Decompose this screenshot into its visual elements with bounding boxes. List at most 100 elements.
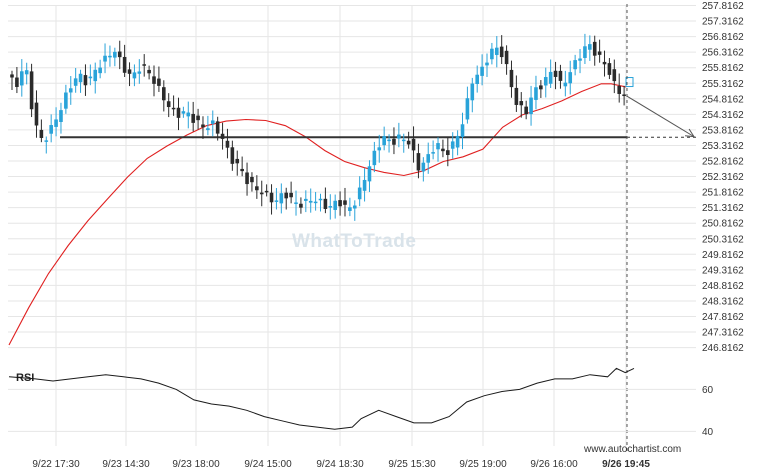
y-tick-label: 251.3162 <box>702 203 744 214</box>
candle <box>78 69 83 93</box>
candle <box>563 70 568 97</box>
candle <box>29 63 34 118</box>
candle <box>543 67 548 98</box>
candle <box>387 134 391 153</box>
x-tick-label: 9/26 19:45 <box>602 459 650 470</box>
candle <box>377 134 382 163</box>
candle <box>553 61 558 90</box>
candle <box>372 141 377 173</box>
candle <box>304 190 308 213</box>
candle <box>411 126 416 163</box>
candle <box>534 75 538 110</box>
candle <box>147 65 151 80</box>
candle <box>137 59 142 84</box>
x-tick-label: 9/23 14:30 <box>102 459 150 470</box>
y-tick-label: 248.3162 <box>702 296 744 307</box>
candle <box>475 65 479 93</box>
candle <box>588 35 592 61</box>
rsi-line <box>8 367 635 430</box>
candle <box>318 193 323 212</box>
y-tick-label: 252.8162 <box>702 157 744 168</box>
candle <box>485 53 489 77</box>
candle <box>240 156 244 177</box>
candle <box>431 140 435 160</box>
watermark-text: WhatToTrade <box>292 231 416 252</box>
candle <box>230 140 235 171</box>
y-tick-label: 251.8162 <box>702 188 744 199</box>
rsi-tick-label: 60 <box>702 385 714 396</box>
y-tick-label: 255.8162 <box>702 63 744 74</box>
y-tick-label: 249.3162 <box>702 265 744 276</box>
candle <box>264 184 269 197</box>
candle <box>539 80 543 98</box>
candle <box>220 122 225 150</box>
candle <box>73 67 78 93</box>
candle <box>186 101 191 129</box>
candle <box>108 45 112 67</box>
candle <box>357 176 362 207</box>
candle <box>352 200 357 221</box>
candle <box>348 197 352 217</box>
candle <box>480 54 484 86</box>
candle <box>617 73 622 103</box>
candle <box>269 184 274 215</box>
candle <box>308 188 313 213</box>
credit-text: www.autochartist.com <box>583 444 681 455</box>
candle <box>10 70 14 90</box>
candle <box>162 80 166 112</box>
last-candle-outline <box>625 77 634 88</box>
candle <box>284 187 289 210</box>
ma-line <box>8 83 627 346</box>
candle <box>490 42 494 65</box>
candle <box>558 64 563 89</box>
price-axis: 257.8162 257.3162 256.8162 256.3162 255.8162… <box>702 1 744 354</box>
candle <box>578 48 582 74</box>
candle <box>397 122 401 148</box>
candle <box>176 97 181 131</box>
y-tick-label: 247.3162 <box>702 328 744 339</box>
candle <box>612 59 617 94</box>
candle <box>44 136 49 154</box>
candle <box>323 187 328 214</box>
candle <box>245 162 249 196</box>
projection-line <box>626 95 695 138</box>
candle <box>499 35 504 65</box>
x-tick-label: 9/26 16:00 <box>530 459 578 470</box>
candle <box>206 115 210 136</box>
candle <box>68 76 73 105</box>
candle <box>382 126 386 151</box>
candle <box>299 197 303 214</box>
candle <box>49 114 53 143</box>
y-tick-label: 250.8162 <box>702 219 744 230</box>
candle <box>367 160 372 193</box>
y-tick-label: 249.8162 <box>702 250 744 261</box>
candle <box>103 43 107 74</box>
candle <box>235 150 240 176</box>
candle <box>313 191 318 211</box>
candle <box>446 137 450 167</box>
candle <box>127 62 132 87</box>
candle <box>122 44 127 78</box>
y-tick-label: 246.8162 <box>702 343 744 354</box>
y-tick-label: 256.3162 <box>702 48 744 59</box>
candle <box>250 172 254 192</box>
candle <box>210 110 215 137</box>
y-tick-label: 256.8162 <box>702 32 744 43</box>
y-tick-label: 248.8162 <box>702 281 744 292</box>
x-tick-label: 9/22 17:30 <box>32 459 80 470</box>
projection-arrowhead <box>684 128 695 138</box>
candle <box>450 132 455 159</box>
x-tick-label: 9/23 18:00 <box>172 459 220 470</box>
candle <box>225 128 230 159</box>
candlestick-series <box>10 33 626 221</box>
candle <box>83 64 88 96</box>
y-tick-label: 255.3162 <box>702 79 744 90</box>
candle <box>166 93 171 118</box>
candle <box>514 75 519 112</box>
candle <box>117 40 122 70</box>
y-tick-label: 254.3162 <box>702 110 744 121</box>
y-tick-label: 253.3162 <box>702 141 744 152</box>
candle <box>343 187 347 217</box>
